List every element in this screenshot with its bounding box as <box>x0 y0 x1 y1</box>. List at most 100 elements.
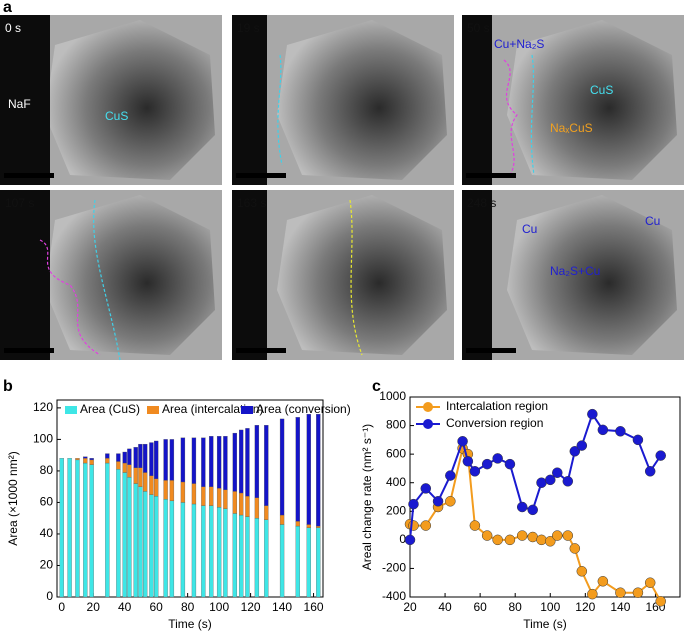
bar-segment <box>316 527 321 598</box>
bar-segment <box>306 527 311 598</box>
bar-segment <box>201 437 206 487</box>
particle <box>45 20 215 180</box>
legend-label: Conversion region <box>446 416 543 430</box>
x-tick-label: 60 <box>149 600 163 614</box>
bar-segment <box>149 494 154 598</box>
point <box>644 577 656 588</box>
micrograph: 107 s <box>0 190 222 361</box>
x-tick-label: 60 <box>473 600 487 614</box>
point <box>615 587 626 598</box>
bar-segment <box>279 524 285 598</box>
bar-segment <box>223 508 228 598</box>
bar-segment <box>209 436 214 487</box>
bar-segment <box>116 469 121 598</box>
bar-segment <box>89 459 94 465</box>
point <box>615 426 626 437</box>
bar-segment <box>169 480 175 502</box>
y-tick-label: 0 <box>399 532 406 546</box>
micrograph: 19 s <box>232 15 454 185</box>
bar-segment <box>133 447 138 468</box>
bar-segment <box>163 439 168 481</box>
bar-segment <box>127 464 132 478</box>
legend-marker <box>423 402 433 412</box>
legend-label: Area (intercalation) <box>162 402 263 416</box>
point <box>445 470 456 481</box>
bar-segment <box>149 442 154 476</box>
point <box>481 458 493 470</box>
plot-frame <box>409 396 681 598</box>
point <box>545 474 556 486</box>
bar-segment <box>245 428 250 497</box>
electrode <box>462 15 492 185</box>
y-tick-label: 20 <box>40 558 54 572</box>
point <box>576 440 588 451</box>
bar-segment <box>142 472 148 492</box>
x-tick-label: 160 <box>304 600 324 614</box>
bar-segment <box>232 432 238 492</box>
time-label: 163 s <box>237 196 266 210</box>
bar-segment <box>295 417 300 522</box>
y-tick-label: 200 <box>386 503 406 517</box>
bar-segment <box>245 495 250 517</box>
bar-segment <box>138 486 143 598</box>
bar-segment <box>316 414 321 527</box>
bar-segment <box>154 478 159 497</box>
point <box>504 534 516 546</box>
panel-label: c <box>372 378 381 395</box>
point <box>516 501 528 513</box>
y-tick-label: 1000 <box>379 389 406 403</box>
legend-label: Area (CuS) <box>80 402 140 416</box>
y-tick-label: 400 <box>386 475 406 489</box>
bar-segment <box>83 462 88 598</box>
bar-segment <box>216 507 222 598</box>
x-tick-label: 20 <box>87 600 101 614</box>
bar-segment <box>83 456 88 459</box>
bar-segment <box>201 505 206 598</box>
panel-label: b <box>3 378 13 395</box>
y-tick-label: 100 <box>33 432 53 446</box>
point <box>569 543 581 554</box>
bar-segment <box>163 480 168 500</box>
scale-bar <box>236 173 286 178</box>
annotation: NaF <box>8 97 31 111</box>
micrograph: 50 s Cu+Na₂S CuS NaₓCuS <box>462 15 684 185</box>
bar-segment <box>209 505 214 598</box>
point <box>569 446 581 457</box>
scale-bar <box>466 348 516 353</box>
boundary <box>93 199 121 361</box>
bar-segment <box>295 525 300 598</box>
annotation: Na₂S+Cu <box>550 264 600 278</box>
boundary <box>277 54 283 166</box>
x-tick-label: 100 <box>540 600 560 614</box>
point <box>408 520 419 531</box>
point <box>545 536 556 547</box>
bar-segment <box>180 481 186 503</box>
particle <box>507 195 677 355</box>
y-tick-label: 0 <box>46 589 53 603</box>
bar-segment <box>163 499 168 598</box>
legend-label: Area (conversion) <box>256 402 351 416</box>
legend-swatch <box>241 406 253 414</box>
point <box>404 534 416 546</box>
bar-segment <box>239 429 244 494</box>
annotation: NaₓCuS <box>550 121 593 135</box>
x-tick-label: 140 <box>610 600 630 614</box>
point <box>562 476 574 487</box>
bar-segment <box>209 486 214 506</box>
annotation: Cu+Na₂S <box>494 37 544 51</box>
bar-segment <box>122 462 127 473</box>
bar-segment <box>75 459 80 598</box>
bar-segment <box>89 458 94 461</box>
scale-bar <box>4 348 54 353</box>
point <box>492 534 503 546</box>
point <box>445 496 456 507</box>
legend-swatch <box>65 406 77 414</box>
electrode <box>0 15 50 185</box>
scale-bar <box>466 173 516 178</box>
bar-segment <box>201 486 206 506</box>
bar-segment <box>264 425 269 506</box>
point <box>457 436 468 447</box>
y-tick-label: -200 <box>382 561 406 575</box>
bar-segment <box>239 514 244 598</box>
